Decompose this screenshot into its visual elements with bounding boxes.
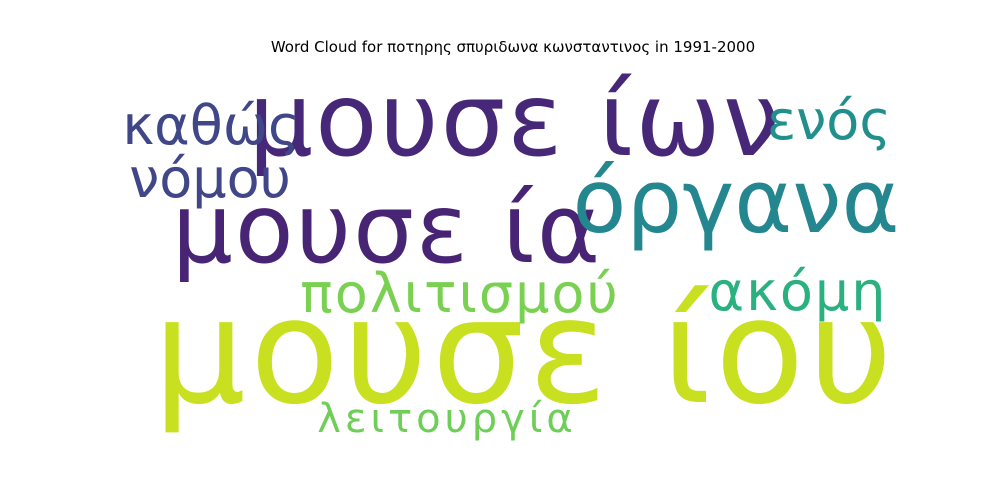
word-4: πολιτισμού xyxy=(300,262,619,325)
word-5: ακόμη xyxy=(708,260,887,323)
word-6: καθώς xyxy=(122,94,299,157)
chart-title: Word Cloud for ποτηρης σπυριδωνα κωνσταν… xyxy=(271,38,755,56)
word-8: νόμου xyxy=(129,147,291,210)
word-1: μουσε ίων xyxy=(248,61,781,180)
word-2: μουσε ία xyxy=(172,173,602,285)
word-0: μουσε ίου xyxy=(153,267,897,437)
word-3: όργανα xyxy=(573,150,900,253)
word-9: λειτουργία xyxy=(317,396,577,442)
word-7: ενός xyxy=(767,89,891,152)
